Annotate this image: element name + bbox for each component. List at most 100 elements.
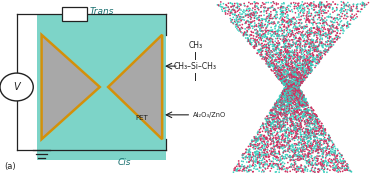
Point [263,36,270,39]
Point [256,8,262,11]
Point [270,137,276,140]
Point [281,149,287,152]
Point [282,118,288,121]
Point [258,53,264,56]
Point [302,9,308,11]
Point [285,17,291,20]
Point [312,130,318,132]
Point [293,114,299,117]
Point [275,102,281,105]
Point [335,167,341,170]
Point [312,4,318,7]
Point [295,71,301,74]
Point [294,111,301,114]
Point [332,3,338,6]
Point [270,160,276,163]
Point [278,126,284,129]
Point [276,78,282,80]
Point [285,21,291,24]
Point [269,152,275,155]
Point [309,31,315,34]
Point [300,155,306,158]
Point [332,152,338,155]
Point [289,159,295,161]
Point [267,66,273,69]
Bar [37,14,166,160]
Point [296,141,302,143]
Text: Cis: Cis [118,158,132,167]
Point [276,34,282,37]
Point [267,121,273,123]
Point [294,60,301,62]
Point [230,21,236,24]
Point [260,140,266,143]
Point [304,124,310,127]
Point [325,48,331,51]
Point [263,120,270,123]
Point [284,46,290,49]
Point [279,49,285,52]
Point [271,114,277,117]
Point [275,72,281,74]
Point [280,125,286,127]
Point [297,104,304,106]
Point [295,82,301,85]
Point [332,168,338,171]
Point [281,89,287,92]
Point [285,101,291,104]
Point [320,33,326,35]
Point [281,95,287,98]
Point [290,88,296,90]
Point [268,152,274,155]
Point [304,62,310,65]
Point [246,161,252,164]
Point [291,143,297,145]
Point [304,103,310,106]
Point [291,168,297,171]
Point [296,84,302,86]
Point [308,167,314,170]
Point [293,127,299,130]
Point [278,60,284,63]
Point [293,91,299,94]
Point [270,166,276,169]
Point [282,77,288,80]
Point [291,88,297,90]
Point [280,34,286,37]
Point [311,47,318,50]
Point [341,30,347,32]
Point [288,83,294,86]
Point [305,102,311,105]
Point [241,169,247,172]
Point [286,45,292,48]
Point [239,31,245,34]
Point [291,60,297,62]
Point [317,42,323,45]
Point [301,100,307,103]
Point [320,132,326,135]
Point [240,168,246,171]
Point [282,37,288,40]
Point [266,129,272,132]
Point [325,37,331,40]
Point [293,71,299,74]
Point [328,16,334,19]
Point [304,40,310,43]
Point [345,23,351,26]
Point [297,80,303,82]
Point [245,34,251,37]
Point [282,92,288,95]
Point [286,58,292,61]
Point [315,62,321,65]
Point [248,13,254,15]
Point [275,119,281,122]
Point [307,42,313,45]
Point [258,153,264,156]
Point [272,58,278,61]
Point [245,16,251,19]
Point [297,49,304,51]
Point [261,126,267,129]
Point [255,130,261,133]
Point [287,96,293,98]
Point [279,66,285,68]
